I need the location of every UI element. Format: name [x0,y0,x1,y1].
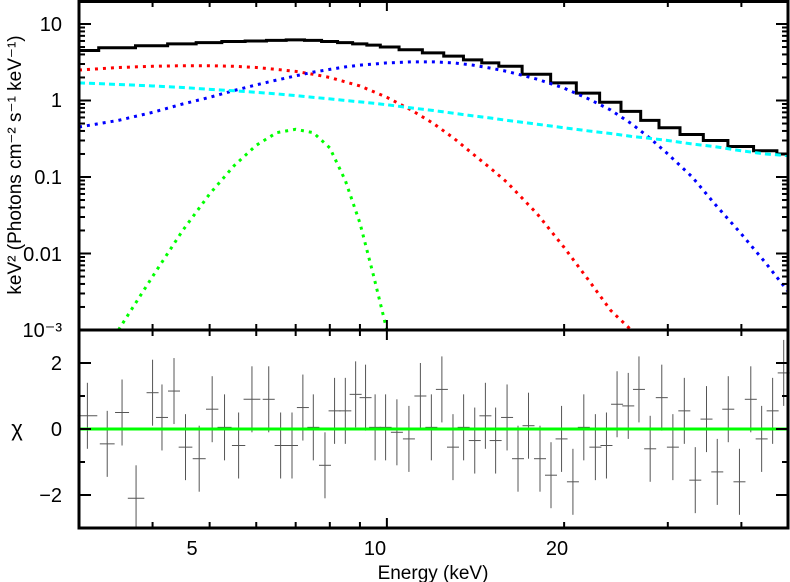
curve-0000ff [78,60,790,293]
x-tick-5: 5 [186,538,197,560]
chi-tick-0: 0 [51,419,62,441]
upper-y-axis-title: keV² (Photons cm⁻² s⁻¹ keV⁻¹) [5,35,26,294]
x-tick-20: 20 [546,538,568,560]
residual-points [77,339,790,527]
y-tick-10: 10 [40,14,62,36]
chi-tick-minus2: −2 [39,485,62,507]
axis-ticks [79,0,788,528]
chi-tick-2: 2 [51,353,62,375]
curve-00ffff [78,81,789,158]
y-tick-1e-3: 10⁻³ [23,320,63,342]
x-axis-title: Energy (keV) [378,563,489,582]
y-tick-0.01: 0.01 [23,244,62,266]
curve-00ff00 [117,127,389,331]
curve-ff0000 [78,64,633,332]
y-tick-1: 1 [51,90,62,112]
lower-y-axis-title: χ [11,416,23,441]
curve-000000 [79,38,788,156]
y-tick-0.1: 0.1 [34,167,62,189]
x-tick-10: 10 [364,538,386,560]
upper-panel-curves [78,38,790,332]
upper-panel-frame [77,0,790,332]
